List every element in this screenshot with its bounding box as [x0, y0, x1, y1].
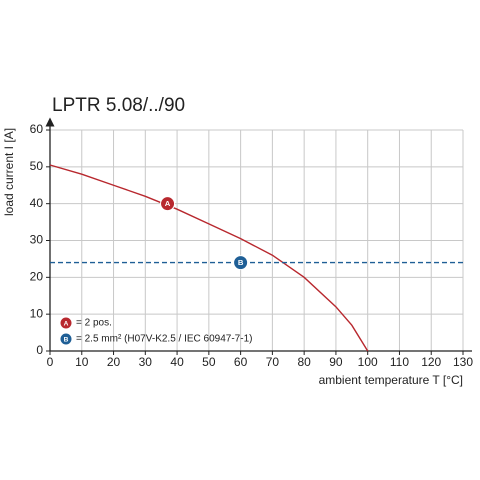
badge-label: A: [64, 320, 69, 327]
x-tick-label: 60: [234, 355, 248, 369]
legend-label: = 2.5 mm² (H07V-K2.5 / IEC 60947-7-1): [76, 334, 252, 345]
badge-label: B: [238, 258, 244, 267]
badge-label: A: [165, 199, 171, 208]
series-line: [49, 164, 369, 352]
y-tick-label: 0: [36, 343, 43, 357]
x-tick-label: 10: [75, 355, 89, 369]
x-tick-label: 20: [107, 355, 121, 369]
y-axis-label: load current I [A]: [2, 128, 16, 216]
x-tick-label: 0: [47, 355, 54, 369]
y-tick-label: 50: [30, 159, 44, 173]
x-tick-label: 50: [202, 355, 216, 369]
badge: [233, 255, 249, 271]
badge: [59, 332, 73, 346]
badge: [59, 316, 73, 330]
x-tick-label: 40: [170, 355, 184, 369]
y-tick-label: 30: [30, 233, 44, 247]
badge: [160, 196, 176, 212]
x-tick-label: 90: [329, 355, 343, 369]
y-tick-label: 10: [30, 306, 44, 320]
legend-label: = 2 pos.: [76, 318, 112, 329]
x-tick-label: 120: [421, 355, 441, 369]
x-tick-label: 30: [139, 355, 153, 369]
x-tick-label: 80: [297, 355, 311, 369]
y-tick-label: 40: [30, 196, 44, 210]
badge-label: B: [64, 336, 69, 343]
y-tick-label: 20: [30, 270, 44, 284]
x-tick-label: 110: [390, 355, 409, 369]
x-tick-label: 100: [358, 355, 378, 369]
x-tick-label: 70: [266, 355, 280, 369]
y-tick-label: 60: [30, 122, 44, 136]
x-axis-label: ambient temperature T [°C]: [319, 373, 463, 387]
x-tick-label: 130: [453, 355, 473, 369]
chart-title: LPTR 5.08/../90: [52, 95, 185, 116]
